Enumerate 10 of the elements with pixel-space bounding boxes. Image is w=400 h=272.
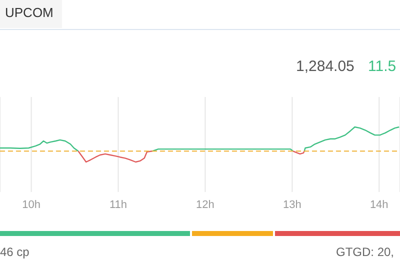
x-tick-label: 10h bbox=[22, 198, 40, 211]
text: 1,284.05 bbox=[296, 58, 354, 75]
x-tick-label: 11h bbox=[109, 198, 128, 211]
text: UPCOM bbox=[5, 5, 54, 20]
x-tick-label: 13h bbox=[282, 198, 302, 211]
x-tick-label: 12h bbox=[196, 198, 214, 211]
text: GTGD: 20, bbox=[336, 245, 394, 259]
text: 11.5 bbox=[368, 58, 396, 75]
x-tick-label: 14h bbox=[370, 198, 388, 211]
text: 46 cp bbox=[0, 245, 30, 259]
